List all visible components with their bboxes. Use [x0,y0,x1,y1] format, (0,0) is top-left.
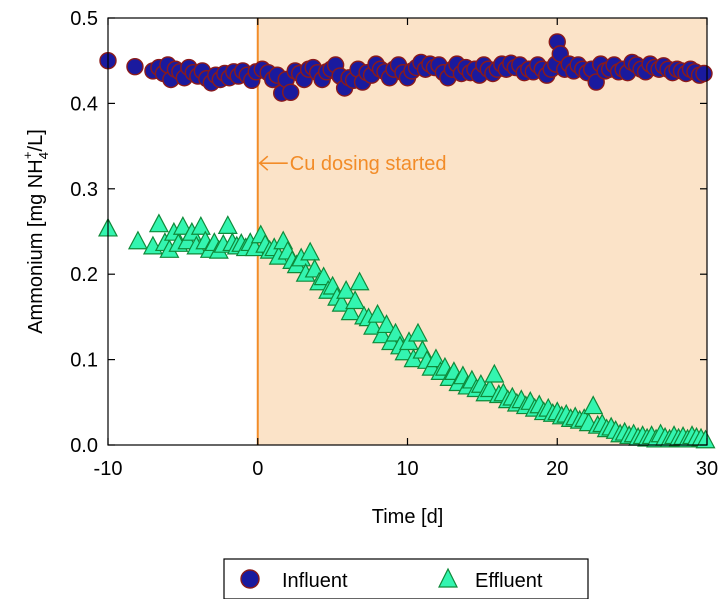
effluent-point [367,303,388,323]
effluent-point [331,292,352,312]
annotation-arrowhead-icon [258,155,269,171]
effluent-point [479,378,500,398]
effluent-point [407,322,428,342]
effluent-point [349,271,370,291]
y-axis-title-superscript: + [20,151,35,159]
influent-point [695,64,713,83]
influent-series [99,33,713,102]
y-tick-label: 0.2 [70,264,98,286]
influent-point [126,57,144,76]
legend-influent-marker-icon [240,569,260,589]
x-tick-label: 30 [696,458,718,480]
effluent-point [217,215,238,234]
legend-effluent-marker-icon [438,567,458,588]
effluent-point [363,315,384,335]
x-axis-title: Time [d] [372,506,444,528]
annotation-text: Cu dosing started [290,153,447,175]
effluent-point [376,314,397,334]
effluent-point [340,301,361,321]
effluent-point [394,341,415,361]
y-tick-label: 0.3 [70,179,98,201]
effluent-point [695,429,716,449]
influent-point [281,83,300,101]
y-tick-label: 0.1 [70,350,98,372]
effluent-point [583,395,604,415]
x-tick-label: 10 [396,458,418,480]
cu-dosing-annotation: Cu dosing started [258,153,447,175]
y-axis-title-prefix: Ammonium [mg NH [25,159,47,333]
legend: Influent Effluent [223,558,589,599]
y-tick-label: 0.0 [70,435,98,457]
effluent-point [190,215,211,235]
x-tick-label: 20 [546,458,568,480]
y-tick-label: 0.5 [70,8,98,30]
y-tick-label: 0.4 [70,93,98,115]
effluent-point [148,213,169,233]
legend-influent-label: Influent [282,570,348,592]
y-axis-ticks: 0.0 0.1 0.2 0.3 0.4 0.5 [70,8,707,457]
y-axis-title-subscript: 4 [36,152,51,159]
cu-dosing-period-shade [257,18,707,445]
effluent-point [372,324,393,344]
effluent-point [127,230,148,250]
effluent-point [172,215,193,235]
y-axis-title-suffix: /L] [25,129,47,151]
effluent-point [345,290,366,310]
x-axis-ticks: -10 0 10 20 30 [94,18,718,480]
legend-effluent-label: Effluent [475,570,543,592]
effluent-point [300,241,321,261]
legend-box [223,558,589,599]
effluent-series [98,213,716,449]
x-tick-label: -10 [94,458,123,480]
y-axis-title: Ammonium [mg NH4+/L] [20,129,51,334]
effluent-point [484,363,505,383]
x-tick-label: 0 [252,458,263,480]
